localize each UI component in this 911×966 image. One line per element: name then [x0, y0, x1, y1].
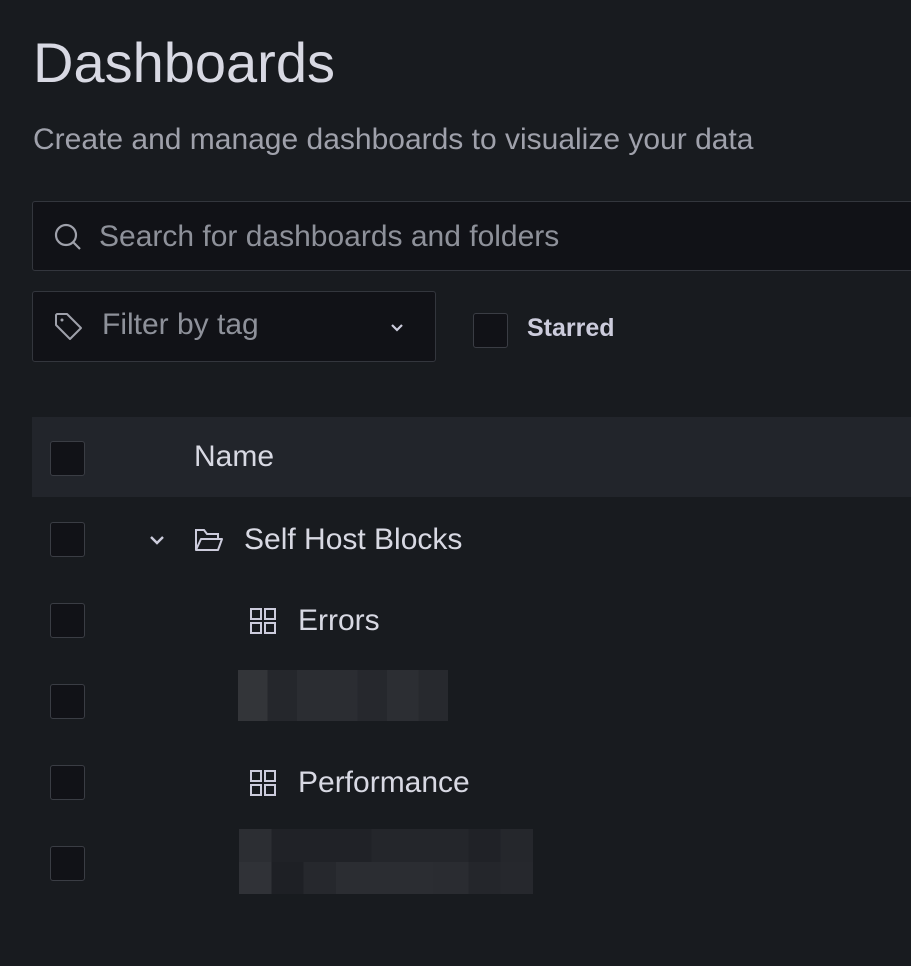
search-input[interactable] — [97, 202, 901, 272]
tag-filter-placeholder: Filter by tag — [102, 308, 259, 341]
row-checkbox[interactable] — [50, 846, 85, 881]
chevron-down-icon — [391, 324, 403, 332]
starred-checkbox[interactable] — [473, 313, 508, 348]
chevron-down-icon[interactable] — [148, 533, 166, 547]
tag-icon — [55, 313, 82, 340]
dashboard-name-link[interactable]: Performance — [298, 766, 470, 799]
row-checkbox[interactable] — [50, 765, 85, 800]
row-checkbox[interactable] — [50, 603, 85, 638]
page-subtitle: Create and manage dashboards to visualiz… — [33, 123, 754, 156]
column-header-name[interactable]: Name — [194, 440, 275, 473]
row-checkbox[interactable] — [50, 684, 85, 719]
dashboard-grid-icon — [250, 608, 276, 634]
redacted-item — [239, 829, 533, 862]
folder-open-icon — [195, 529, 223, 551]
select-all-checkbox[interactable] — [50, 441, 85, 476]
redacted-item — [239, 862, 533, 894]
folder-name-link[interactable]: Self Host Blocks — [244, 523, 463, 556]
dashboard-name-link[interactable]: Errors — [298, 604, 380, 637]
search-icon — [54, 223, 81, 250]
starred-label[interactable]: Starred — [527, 314, 615, 342]
table-header — [32, 417, 911, 497]
page-title: Dashboards — [33, 31, 335, 94]
redacted-item — [238, 670, 448, 721]
tag-filter-select[interactable]: Filter by tag — [32, 291, 436, 362]
search-box[interactable] — [32, 201, 911, 272]
dashboard-grid-icon — [250, 770, 276, 796]
row-checkbox[interactable] — [50, 522, 85, 557]
